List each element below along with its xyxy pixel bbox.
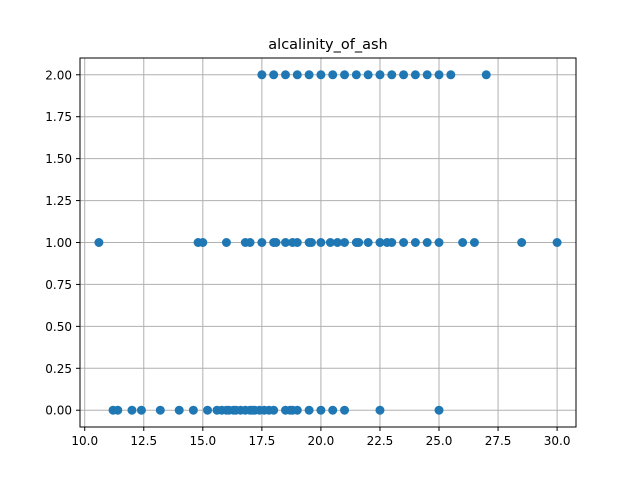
x-tick-label: 27.5 <box>485 434 512 448</box>
data-point <box>257 70 267 80</box>
data-point <box>257 238 267 247</box>
x-tick-label: 20.0 <box>308 434 335 448</box>
data-point <box>410 238 420 247</box>
data-point <box>422 70 432 80</box>
data-point <box>410 70 420 80</box>
data-point <box>94 238 104 247</box>
data-point <box>458 238 468 247</box>
data-point <box>316 70 326 80</box>
data-point <box>399 238 409 247</box>
y-tick-label: 1.00 <box>45 236 72 250</box>
y-tick-label: 1.75 <box>45 110 72 124</box>
data-point <box>363 238 373 247</box>
data-point <box>316 238 326 247</box>
data-point <box>340 238 350 247</box>
data-point <box>269 405 279 415</box>
y-tick-label: 2.00 <box>45 68 72 82</box>
data-point <box>203 405 213 415</box>
x-tick-label: 15.0 <box>189 434 216 448</box>
data-point <box>245 238 255 247</box>
y-tick-label: 1.25 <box>45 194 72 208</box>
data-point <box>340 70 350 80</box>
x-tick-label: 30.0 <box>544 434 571 448</box>
data-point <box>399 70 409 80</box>
data-point <box>328 405 338 415</box>
data-point <box>127 405 137 415</box>
data-point <box>136 405 146 415</box>
data-point <box>375 405 385 415</box>
data-point <box>434 70 444 80</box>
data-point <box>271 238 281 247</box>
data-point <box>387 238 397 247</box>
data-point <box>280 70 290 80</box>
data-point <box>332 238 342 247</box>
data-point <box>552 238 562 247</box>
data-point <box>325 238 335 247</box>
data-point <box>434 405 444 415</box>
data-point <box>481 70 491 80</box>
data-point <box>363 70 373 80</box>
data-point <box>316 405 326 415</box>
data-point <box>292 70 302 80</box>
data-point <box>375 70 385 80</box>
data-point <box>198 238 208 247</box>
data-point <box>155 405 165 415</box>
y-tick-label: 0.50 <box>45 320 72 334</box>
data-point <box>269 70 279 80</box>
data-point <box>375 238 385 247</box>
data-point <box>292 238 302 247</box>
y-tick-label: 0.25 <box>45 362 72 376</box>
x-tick-label: 17.5 <box>249 434 276 448</box>
y-tick-label: 0.00 <box>45 404 72 418</box>
data-point <box>446 70 456 80</box>
y-tick-label: 0.75 <box>45 278 72 292</box>
data-point <box>434 238 444 247</box>
data-point <box>328 70 338 80</box>
data-point <box>304 405 314 415</box>
data-point <box>280 238 290 247</box>
data-point <box>306 238 316 247</box>
data-points <box>94 70 562 415</box>
data-point <box>354 238 364 247</box>
data-point <box>351 70 361 80</box>
data-point <box>387 70 397 80</box>
data-point <box>113 405 123 415</box>
data-point <box>221 238 231 247</box>
x-tick-label: 12.5 <box>130 434 157 448</box>
chart-title: alcalinity_of_ash <box>268 37 387 53</box>
data-point <box>174 405 184 415</box>
data-point <box>340 405 350 415</box>
data-point <box>517 238 527 247</box>
y-tick-label: 1.50 <box>45 152 72 166</box>
x-tick-label: 10.0 <box>71 434 98 448</box>
y-axis: 0.00 0.25 0.50 0.75 1.00 1.25 1.50 1.75 2.00 <box>45 68 80 418</box>
data-point <box>469 238 479 247</box>
data-point <box>422 238 432 247</box>
data-point <box>188 405 198 415</box>
x-tick-label: 22.5 <box>367 434 394 448</box>
x-axis: 10.0 12.5 15.0 17.5 20.0 22.5 25.0 27.5 30.0 <box>71 427 570 448</box>
data-point <box>292 405 302 415</box>
x-tick-label: 25.0 <box>426 434 453 448</box>
data-point <box>304 70 314 80</box>
